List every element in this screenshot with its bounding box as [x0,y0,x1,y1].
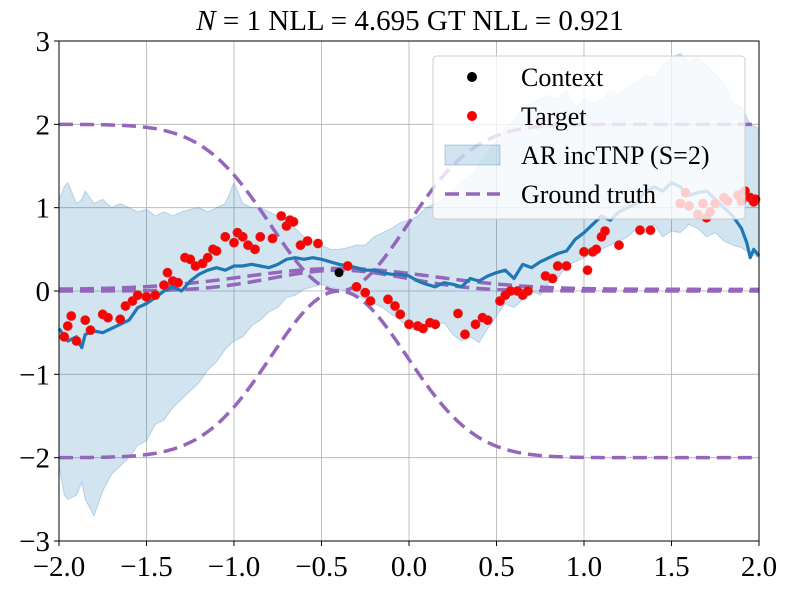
target-point [395,309,406,320]
x-axis: −2.0 −1.5 −1.0 −0.5 0.0 0.5 1.0 1.5 2.0 [33,541,777,583]
target-point [202,252,213,263]
legend-label-context: Context [521,63,604,92]
y-tick-label: −3 [19,526,50,558]
target-point [220,231,231,242]
y-tick-label: −2 [19,443,50,475]
target-point [460,329,470,340]
legend-label-ground-truth: Ground truth [521,180,656,209]
target-point [453,308,463,319]
target-point [185,254,196,265]
target-point [62,321,73,331]
context-points [334,268,344,278]
target-point [80,315,91,326]
title-n-symbol: N [195,5,217,37]
y-tick-label: 2 [36,109,51,141]
x-tick-label: −1.0 [208,551,261,583]
target-point [600,226,610,236]
target-point [267,233,278,244]
target-point [750,194,761,205]
x-tick-label: 1.5 [653,551,689,583]
target-point [103,312,113,323]
target-point [132,290,143,301]
legend: Context Target AR incTNP (S=2) Ground truth [432,55,746,220]
target-point [360,287,371,298]
target-point [561,261,572,271]
target-point [120,301,131,311]
target-point [159,280,169,291]
y-axis: −3 −2 −1 0 1 2 3 [19,26,59,558]
target-point [351,281,362,292]
target-point [404,319,414,330]
legend-label-target: Target [521,102,587,131]
target-point [365,296,376,306]
target-point [162,267,173,278]
target-point [276,211,287,221]
target-point [635,225,645,236]
y-tick-label: 1 [36,193,51,225]
legend-label-ar-inctnp-s-2: AR incTNP (S=2) [521,141,709,170]
ground-truth-curve-2 [58,289,759,460]
target-point [383,294,393,305]
y-tick-label: −1 [19,359,50,391]
target-point [313,238,323,249]
x-tick-label: 0.0 [391,551,427,583]
target-point [150,290,161,301]
x-tick-label: −2.0 [33,551,86,583]
target-point [390,301,400,311]
target-point [115,314,126,325]
legend-marker-context [467,72,477,82]
target-point [85,325,96,336]
target-point [211,246,222,256]
target-point [482,315,493,326]
target-point [141,291,152,302]
y-tick-label: 0 [36,276,51,308]
x-tick-label: 1.0 [566,551,602,583]
target-point [59,331,70,342]
target-point [302,236,313,246]
y-tick-label: 3 [36,26,51,58]
context-point [334,268,344,278]
chart-title: N = 1 NLL = 4.695 GT NLL = 0.921 [195,5,623,37]
title-rest: = 1 NLL = 4.695 GT NLL = 0.921 [216,5,624,37]
x-tick-label: −1.5 [120,551,173,583]
legend-marker-ar-inctnp-s-2 [444,144,501,166]
target-point [71,336,82,346]
target-point [342,261,353,271]
target-point [250,244,260,255]
target-point [173,277,183,288]
target-point [418,323,428,334]
target-point [582,265,593,276]
target-point [547,273,558,284]
target-point [229,237,239,248]
target-point [579,246,589,257]
x-tick-label: 2.0 [741,551,777,583]
target-point [470,319,481,330]
legend-marker-target [467,111,477,121]
target-point [288,216,299,227]
target-point [237,231,248,242]
target-point [591,244,602,255]
target-point [255,231,266,242]
target-point [614,240,624,251]
target-point [66,311,77,321]
x-tick-label: 0.5 [478,551,514,583]
target-point [430,319,441,330]
target-point [552,261,563,271]
target-point [523,286,533,296]
legend-box [432,55,746,220]
x-tick-label: −0.5 [295,551,348,583]
target-point [645,225,656,236]
